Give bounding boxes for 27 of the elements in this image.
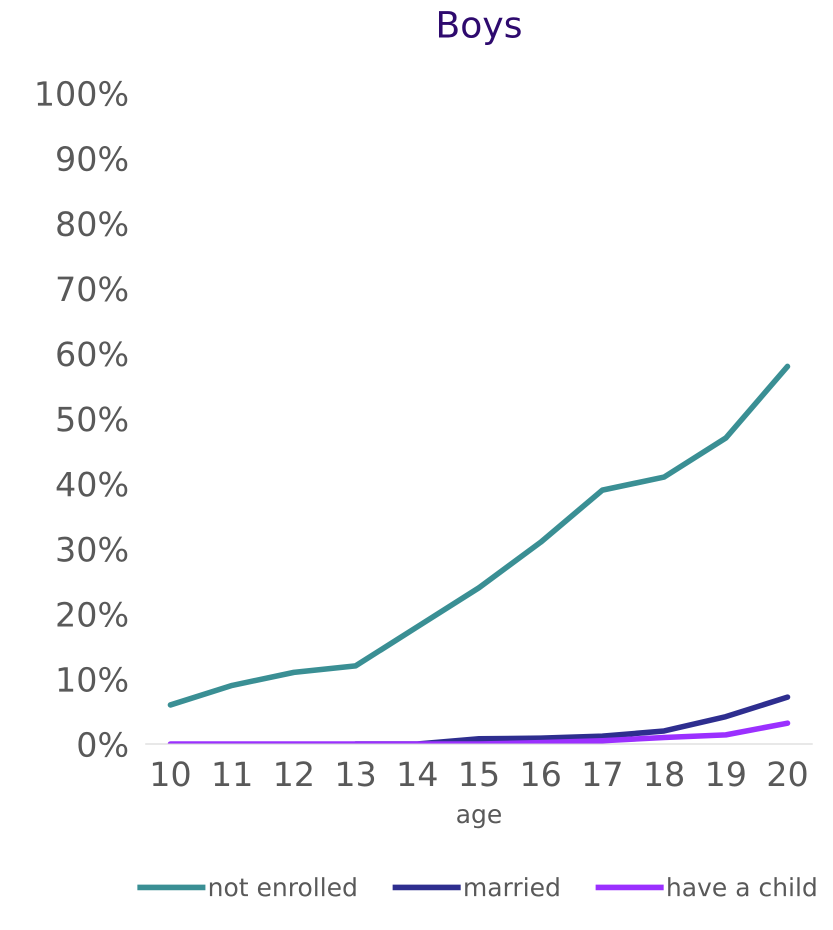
y-tick-label: 40% bbox=[56, 472, 128, 497]
x-axis-title: age bbox=[457, 809, 501, 828]
y-tick-label: 60% bbox=[57, 341, 128, 367]
legend-label: have a child bbox=[668, 877, 816, 897]
chart-title: Boys bbox=[438, 11, 521, 45]
legend-label: not enrolled bbox=[210, 877, 356, 897]
y-tick-label: 20% bbox=[57, 602, 128, 627]
x-tick-label: 11 bbox=[214, 762, 250, 786]
x-tick-label: 17 bbox=[584, 762, 621, 786]
y-tick-label: 80% bbox=[57, 211, 128, 236]
y-tick-label: 50% bbox=[58, 406, 128, 432]
y-tick-label: 0% bbox=[78, 732, 128, 758]
y-tick-label: 30% bbox=[58, 536, 128, 562]
x-tick-label: 19 bbox=[708, 761, 745, 786]
x-tick-label: 15 bbox=[461, 762, 498, 786]
x-tick-label: 18 bbox=[646, 761, 684, 786]
legend-label: married bbox=[465, 877, 559, 897]
y-tick-label: 10% bbox=[58, 666, 128, 692]
y-tick-label: 90% bbox=[57, 146, 128, 172]
x-tick-label: 12 bbox=[276, 761, 312, 786]
y-tick-label: 70% bbox=[58, 276, 128, 302]
x-tick-label: 10 bbox=[152, 761, 190, 786]
x-tick-label: 16 bbox=[523, 761, 560, 786]
x-tick-label: 20 bbox=[768, 761, 806, 786]
x-tick-label: 14 bbox=[400, 762, 437, 786]
y-tick-label: 100% bbox=[37, 80, 128, 106]
x-tick-label: 13 bbox=[338, 761, 374, 786]
